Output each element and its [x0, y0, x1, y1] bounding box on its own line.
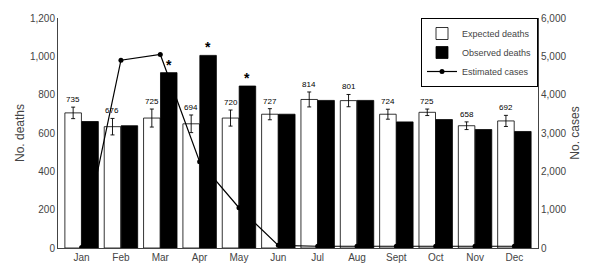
svg-text:*: * [205, 39, 211, 55]
svg-text:Mar: Mar [152, 252, 170, 263]
svg-text:0: 0 [49, 243, 55, 254]
svg-text:2,000: 2,000 [541, 166, 566, 177]
svg-text:3,000: 3,000 [541, 128, 566, 139]
svg-text:No. cases: No. cases [568, 106, 582, 159]
svg-text:727: 727 [263, 97, 277, 106]
svg-text:658: 658 [460, 110, 474, 119]
svg-text:6,000: 6,000 [541, 13, 566, 24]
svg-text:400: 400 [38, 166, 55, 177]
svg-text:600: 600 [38, 128, 55, 139]
svg-text:*: * [244, 70, 250, 86]
svg-text:Feb: Feb [112, 252, 130, 263]
svg-text:Observed deaths: Observed deaths [462, 48, 531, 58]
svg-text:1,000: 1,000 [30, 51, 55, 62]
svg-text:725: 725 [145, 97, 159, 106]
svg-text:720: 720 [224, 98, 238, 107]
svg-text:814: 814 [302, 80, 316, 89]
svg-text:725: 725 [420, 97, 434, 106]
svg-text:1,000: 1,000 [541, 204, 566, 215]
svg-text:735: 735 [66, 95, 80, 104]
svg-text:*: * [166, 57, 172, 73]
svg-text:692: 692 [499, 103, 513, 112]
svg-text:Oct: Oct [428, 252, 444, 263]
svg-text:Jul: Jul [311, 252, 324, 263]
svg-text:676: 676 [105, 106, 119, 115]
svg-text:Aug: Aug [348, 252, 366, 263]
svg-text:200: 200 [38, 204, 55, 215]
svg-text:Apr: Apr [192, 252, 208, 263]
svg-text:Dec: Dec [505, 252, 523, 263]
svg-text:Sept: Sept [386, 252, 407, 263]
svg-text:5,000: 5,000 [541, 51, 566, 62]
svg-text:800: 800 [38, 89, 55, 100]
svg-text:May: May [230, 252, 249, 263]
svg-text:Jan: Jan [74, 252, 90, 263]
svg-text:Jun: Jun [270, 252, 286, 263]
svg-text:801: 801 [342, 82, 356, 91]
svg-text:Expected deaths: Expected deaths [462, 29, 530, 39]
svg-text:1,200: 1,200 [30, 13, 55, 24]
svg-text:0: 0 [541, 243, 547, 254]
svg-text:Nov: Nov [466, 252, 484, 263]
svg-text:4,000: 4,000 [541, 89, 566, 100]
svg-text:694: 694 [184, 103, 198, 112]
svg-text:724: 724 [381, 97, 395, 106]
svg-text:No. deaths: No. deaths [13, 104, 27, 162]
svg-text:Estimated cases: Estimated cases [462, 67, 529, 77]
